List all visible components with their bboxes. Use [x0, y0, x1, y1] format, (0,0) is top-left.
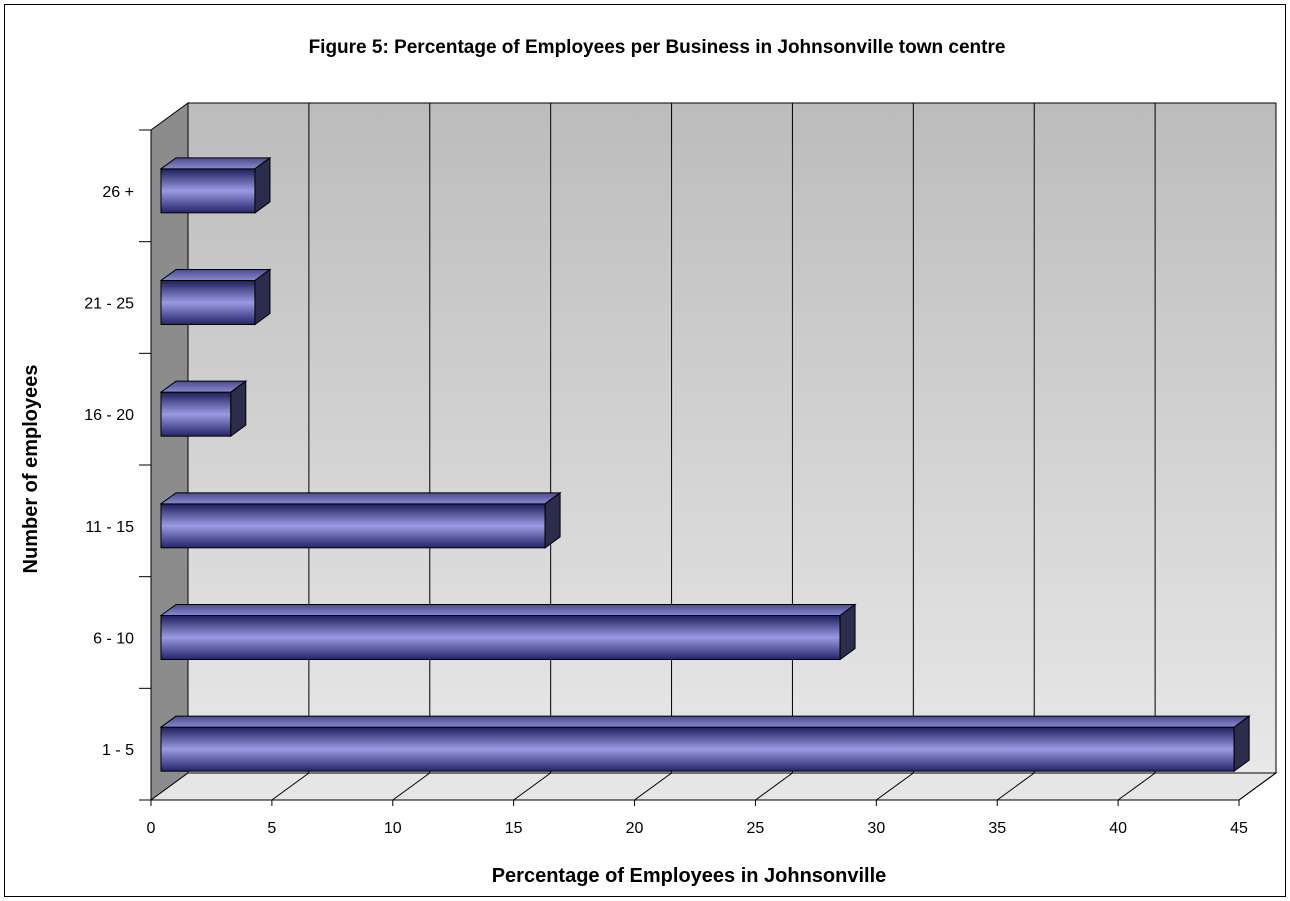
x-tick-label: 15	[505, 820, 523, 837]
bar-top	[159, 715, 1251, 728]
floor	[149, 772, 1278, 801]
floor-gridline	[876, 772, 914, 801]
bars	[159, 156, 1251, 773]
floor-gridline	[634, 772, 672, 801]
back-wall	[187, 102, 1277, 774]
floor-gridline	[513, 772, 551, 801]
y-tick-label: 16 - 20	[84, 407, 134, 424]
x-tick-label: 30	[867, 820, 885, 837]
x-tick-label: 35	[988, 820, 1006, 837]
x-tick-label: 45	[1230, 820, 1248, 837]
x-tick-label: 20	[626, 820, 644, 837]
chart-title: Figure 5: Percentage of Employees per Bu…	[309, 37, 1006, 58]
bar-top	[159, 269, 272, 281]
y-tick-label: 21 - 25	[84, 296, 134, 313]
tick-labels: 0 5 10 15 20 25 30 35 40 45 1 - 5 6 - 10 11 - 15 16 -…	[84, 184, 1248, 837]
floor-gridline	[1117, 772, 1156, 801]
plot-walls	[149, 102, 1278, 801]
y-tick-label: 11 - 15	[85, 519, 134, 536]
gridlines	[271, 103, 1277, 801]
bar-front	[160, 280, 256, 325]
bar-front	[160, 615, 841, 660]
bar-top	[159, 157, 272, 170]
axes	[139, 129, 1240, 806]
x-tick-label: 40	[1109, 820, 1127, 837]
bar-side	[544, 491, 561, 549]
y-tick-label: 1 - 5	[102, 742, 134, 759]
floor-gridline	[1238, 772, 1277, 801]
floor-gridline	[755, 772, 793, 801]
bar	[159, 268, 272, 326]
bar-front	[160, 391, 232, 437]
bar-front	[160, 503, 546, 549]
bar-front	[160, 168, 256, 214]
floor-gridline	[996, 772, 1035, 801]
bar-side	[254, 268, 271, 326]
y-tick-label: 6 - 10	[93, 631, 134, 648]
bar-side	[230, 380, 247, 438]
y-axis-title: Number of employees	[20, 365, 42, 574]
x-tick-label: 5	[267, 820, 276, 837]
bar	[159, 715, 1251, 773]
bar-top	[159, 492, 562, 505]
bar	[159, 603, 857, 661]
bar-front	[160, 726, 1235, 772]
bar	[159, 156, 272, 214]
x-tick-label: 0	[147, 820, 156, 837]
bar-top	[159, 604, 857, 616]
bar-side	[1233, 715, 1250, 773]
bar	[159, 380, 248, 438]
x-tick-label: 25	[747, 820, 765, 837]
y-tick-label: 26 +	[102, 184, 134, 201]
bar-side	[839, 603, 856, 661]
x-tick-label: 10	[384, 820, 402, 837]
bar	[159, 491, 562, 549]
bar-side	[254, 156, 271, 214]
floor-gridline	[271, 772, 310, 801]
x-axis-title: Percentage of Employees in Johnsonville	[492, 865, 887, 887]
floor-gridline	[392, 772, 431, 801]
